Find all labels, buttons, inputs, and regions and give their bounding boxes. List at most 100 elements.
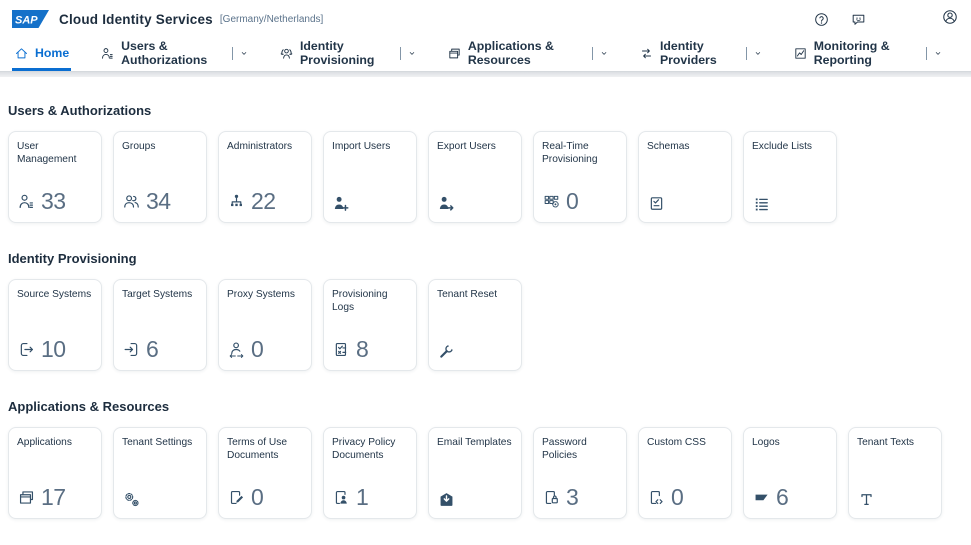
bullet-list-icon [752,194,771,213]
nav-label: Applications & Resources [467,39,554,67]
tile-applications[interactable]: Applications 17 [8,427,102,519]
tile-terms-of-use-documents[interactable]: Terms of Use Documents 0 [218,427,312,519]
tile-export-users[interactable]: Export Users [428,131,522,223]
header-divider [0,71,971,77]
chevron-down-icon[interactable] [600,48,608,59]
sap-logo[interactable]: SAP [12,10,49,28]
tile-count: 8 [356,336,369,362]
tile-schemas[interactable]: Schemas [638,131,732,223]
help-icon[interactable] [813,11,830,28]
swap-arrows-icon [639,46,654,61]
tile-count: 0 [671,484,684,510]
nav-item-users-authorizations[interactable]: Users & Authorizations [98,38,250,71]
tile-count: 0 [566,188,579,214]
tile-real-time-provisioning[interactable]: Real-Time Provisioning 0 [533,131,627,223]
nav-separator [400,46,401,60]
tile-count: 0 [251,336,264,362]
tile-tenant-reset[interactable]: Tenant Reset [428,279,522,371]
document-lock-icon [542,488,561,507]
nav-label: Identity Provisioning [299,39,375,67]
tile-count: 1 [356,484,369,510]
employee-icon [17,192,36,211]
tile-exclude-lists[interactable]: Exclude Lists [743,131,837,223]
document-pen-icon [227,488,246,507]
nav-item-identity-provisioning[interactable]: Identity Provisioning [277,38,418,71]
tile-provisioning-logs[interactable]: Provisioning Logs 8 [323,279,417,371]
box-arrow-out-icon [17,340,36,359]
group-icon [122,192,141,211]
tile-tenant-texts[interactable]: Tenant Texts [848,427,942,519]
tile-logos[interactable]: Logos 6 [743,427,837,519]
main-navigation: Home Users & Authorizations Identity Pro… [0,38,971,71]
feedback-icon[interactable] [850,11,867,28]
nav-separator [232,46,233,60]
section-users-authorizations: Users & Authorizations User Management 3… [8,103,963,223]
nav-label: Identity Providers [659,39,717,67]
tile-count: 0 [251,484,264,510]
nav-item-applications-resources[interactable]: Applications & Resources [445,38,610,71]
tile-count: 10 [41,336,66,362]
tile-count: 33 [41,188,66,214]
tile-source-systems[interactable]: Source Systems 10 [8,279,102,371]
home-icon [14,46,29,61]
page-title: Cloud Identity Services [59,11,213,27]
tile-password-policies[interactable]: Password Policies 3 [533,427,627,519]
tile-count: 22 [251,188,276,214]
log-document-icon [332,340,351,359]
wrench-icon [437,342,456,361]
tenant-label: [Germany/Netherlands] [219,13,324,25]
section-title: Identity Provisioning [8,251,137,266]
export-person-icon [437,194,456,213]
nav-item-identity-providers[interactable]: Identity Providers [637,38,764,71]
tile-count: 6 [776,484,789,510]
chevron-down-icon[interactable] [754,48,762,59]
section-applications-resources: Applications & Resources Applications 17… [8,399,963,519]
nav-label: Home [35,46,70,60]
mail-arrow-icon [437,490,456,509]
avatar-icon[interactable] [941,8,959,26]
home-dashboard: Users & Authorizations User Management 3… [0,77,971,519]
employee-icon [100,46,115,61]
provisioning-person-icon [279,46,294,61]
section-title: Users & Authorizations [8,103,152,118]
app-windows-icon [17,488,36,507]
letter-t-icon [857,490,876,509]
app-windows-icon [447,46,462,61]
section-title: Applications & Resources [8,399,170,414]
add-person-icon [332,194,351,213]
nav-separator [592,46,593,60]
nav-separator [746,46,747,60]
tile-administrators[interactable]: Administrators 22 [218,131,312,223]
document-code-icon [647,488,666,507]
chart-icon [793,46,808,61]
tile-proxy-systems[interactable]: Proxy Systems 0 [218,279,312,371]
grid-gear-icon [542,192,561,211]
tile-import-users[interactable]: Import Users [323,131,417,223]
tile-count: 6 [146,336,159,362]
nav-label: Monitoring & Reporting [813,39,890,67]
section-identity-provisioning: Identity Provisioning Source Systems 10 … [8,251,963,371]
nav-separator [926,46,927,60]
tile-privacy-policy-documents[interactable]: Privacy Policy Documents 1 [323,427,417,519]
gears-icon [122,490,141,509]
top-shell-bar: SAP Cloud Identity Services [Germany/Net… [0,0,971,38]
nav-item-home[interactable]: Home [12,38,72,71]
tile-tenant-settings[interactable]: Tenant Settings [113,427,207,519]
nav-item-monitoring-reporting[interactable]: Monitoring & Reporting [791,38,944,71]
org-tree-icon [227,192,246,211]
tile-groups[interactable]: Groups 34 [113,131,207,223]
chevron-down-icon[interactable] [934,48,942,59]
document-check-icon [647,194,666,213]
chevron-down-icon[interactable] [408,48,416,59]
tile-target-systems[interactable]: Target Systems 6 [113,279,207,371]
tile-email-templates[interactable]: Email Templates [428,427,522,519]
svg-text:SAP: SAP [15,15,38,27]
tile-count: 17 [41,484,66,510]
logo-flag-icon [752,488,771,507]
document-person-icon [332,488,351,507]
box-arrow-in-icon [122,340,141,359]
chevron-down-icon[interactable] [240,48,248,59]
tile-user-management[interactable]: User Management 33 [8,131,102,223]
tile-count: 34 [146,188,171,214]
tile-custom-css[interactable]: Custom CSS 0 [638,427,732,519]
